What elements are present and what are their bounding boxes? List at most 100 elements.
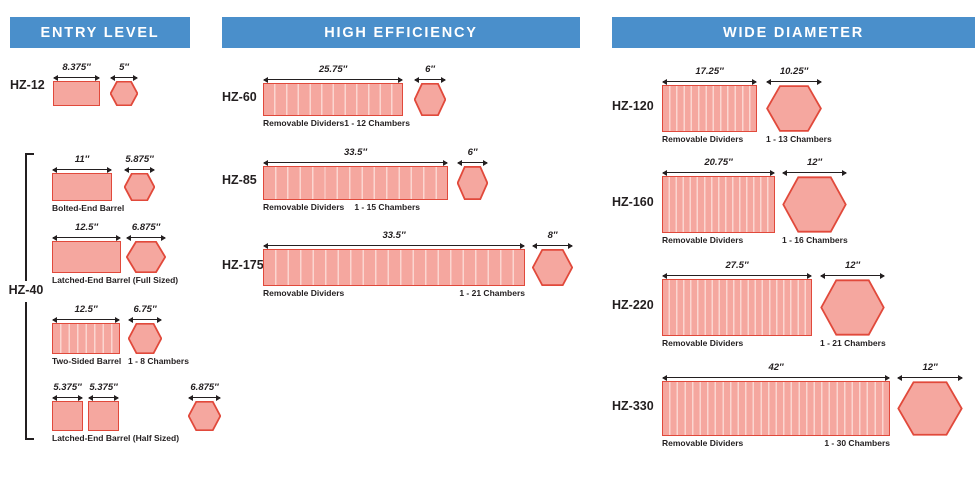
half-barrel-figure: 5.375″: [52, 383, 83, 431]
row-hz-175: HZ-175 33.5″ Removable Dividers 1 - 21 C…: [222, 231, 573, 298]
hexagon-lid-icon: [414, 83, 446, 116]
dimension-label: 12.5″: [74, 222, 99, 233]
row-hz-60: HZ-60 25.75″ Removable Dividers 1 - 12 C…: [222, 65, 446, 128]
barrel-rectangle-with-dividers: [263, 166, 448, 200]
hexagon-lid-icon: [532, 249, 573, 286]
section-wide-diameter: WIDE DIAMETER HZ-120 17.25″ Removable Di…: [612, 17, 978, 448]
row-hz-12: HZ-12 8.375″ 5″: [10, 63, 138, 106]
hexagon-lid-icon: [457, 166, 488, 200]
row-hz-40-latched-full: 12.5″ Latched-End Barrel (Full Sized) 6.…: [52, 222, 178, 285]
barrel-figure: 27.5″ Removable Dividers: [662, 261, 812, 348]
dividers-caption: Removable Dividers: [662, 438, 744, 448]
dimension-arrow: [124, 166, 155, 173]
dimension: 10.25″: [766, 67, 822, 85]
barrel-rectangle-with-dividers: [263, 249, 525, 286]
dimension: 5″: [110, 63, 138, 81]
dimension-arrow: [766, 78, 822, 85]
dimension-arrow: [52, 166, 112, 173]
dimension-label: 27.5″: [725, 260, 749, 271]
chambers-caption: 1 - 21 Chambers: [459, 288, 525, 298]
hex-figure: 5.875″: [124, 155, 155, 201]
dimension-arrow: [263, 76, 403, 83]
section-high-efficiency: HIGH EFFICIENCY HZ-60 25.75″ Removable D…: [222, 17, 580, 298]
hex-figure: 6.875″: [188, 383, 222, 431]
barrel-figure: 25.75″ Removable Dividers 1 - 12 Chamber…: [263, 65, 410, 128]
dimension-arrow: [88, 394, 119, 401]
barrel-rectangle-with-dividers: [662, 85, 757, 132]
barrel-figure: 5.375″ 5.375″ Latched-End Barrel (Half S…: [52, 383, 179, 443]
row-hz-40-latched-half: 5.375″ 5.375″ Latched-End Barrel (Half S…: [52, 383, 222, 443]
dimension-label: 10.25″: [779, 66, 809, 77]
chambers-caption: 1 - 16 Chambers: [782, 235, 848, 245]
barrel-rectangle: [52, 173, 112, 201]
barrel-figure: 12.5″ Latched-End Barrel (Full Sized): [52, 222, 178, 285]
dimension-label: 6″: [467, 147, 478, 158]
model-label-hz-85: HZ-85: [222, 173, 257, 187]
dimension-arrow: [52, 316, 120, 323]
hz40-bracket-line-bottom: [25, 302, 27, 440]
section-header-entry-level: ENTRY LEVEL: [10, 17, 190, 48]
hex-figure: 5″: [110, 63, 138, 106]
dimension-label: 6.75″: [133, 304, 157, 315]
hz40-bracket-tick-top: [25, 153, 34, 155]
dimension-label: 42″: [768, 362, 784, 373]
half-barrel-figure: 5.375″: [88, 383, 119, 431]
hex-figure: 8″: [532, 231, 573, 286]
barrel-figure: 33.5″ Removable Dividers 1 - 15 Chambers: [263, 148, 448, 212]
model-label-hz-12: HZ-12: [10, 77, 45, 92]
model-label-hz-175: HZ-175: [222, 257, 264, 272]
chambers-caption: 1 - 30 Chambers: [824, 438, 890, 448]
dimension-arrow: [782, 169, 847, 176]
dimension-label: 33.5″: [343, 147, 368, 158]
dimension-label: 17.25″: [695, 66, 724, 77]
dimension-label: 6.875″: [131, 222, 161, 233]
dimension-label: 5.875″: [125, 154, 154, 165]
dimension: 27.5″: [662, 261, 812, 279]
dimension-arrow: [110, 74, 138, 81]
dimension-arrow: [532, 242, 573, 249]
barrel-rectangle-with-dividers: [662, 279, 812, 336]
barrel-figure: 12.5″ Two-Sided Barrel: [52, 305, 121, 366]
dimension-label: 20.75″: [704, 157, 733, 168]
barrel-figure: 11″ Bolted-End Barrel: [52, 155, 124, 213]
hexagon-lid-icon: [897, 381, 963, 436]
dimension: 6.875″: [126, 223, 166, 241]
dimension: 33.5″: [263, 148, 448, 166]
barrel-rectangle: [52, 241, 121, 273]
dimension-arrow: [52, 394, 83, 401]
dimension: 25.75″: [263, 65, 403, 83]
dimension-arrow: [662, 169, 775, 176]
dividers-caption: Removable Dividers: [662, 134, 744, 144]
hex-figure: 6″: [457, 148, 488, 200]
dimension-arrow: [897, 374, 963, 381]
row-hz-40-two-sided: 12.5″ Two-Sided Barrel 6.75″ 1 - 8 Chamb…: [52, 304, 189, 366]
dividers-caption: Removable Dividers: [263, 202, 345, 212]
dimension-arrow: [662, 78, 757, 85]
dimension-label: 8″: [547, 230, 558, 241]
chambers-caption: 1 - 15 Chambers: [354, 202, 420, 212]
dimension-arrow: [188, 394, 222, 401]
dimension: 8″: [532, 231, 573, 249]
hz40-bracket-line-top: [25, 153, 27, 281]
hexagon-lid-icon: [124, 173, 155, 201]
row-hz-160: HZ-160 20.75″ Removable Dividers 12″ 1 -…: [612, 157, 848, 245]
dimension-label: 5.375″: [53, 382, 82, 393]
barrel-caption: Latched-End Barrel (Half Sized): [52, 433, 180, 443]
row-hz-120: HZ-120 17.25″ Removable Dividers 10.25″ …: [612, 66, 832, 144]
hexagon-lid-icon: [110, 81, 138, 106]
hexagon-lid-icon: [188, 401, 221, 431]
dimension: 33.5″: [263, 231, 525, 249]
barrel-caption: Bolted-End Barrel: [52, 203, 125, 213]
model-label-hz-40: HZ-40: [8, 283, 44, 297]
dimension: 42″: [662, 363, 890, 381]
dividers-caption: Removable Dividers: [662, 338, 744, 348]
row-hz-40-bolted: 11″ Bolted-End Barrel 5.875″: [52, 155, 155, 213]
dimension-arrow: [662, 272, 812, 279]
model-label-hz-60: HZ-60: [222, 89, 257, 104]
dimension-label: 8.375″: [62, 62, 91, 73]
chambers-caption: 1 - 12 Chambers: [344, 118, 410, 128]
barrel-figure: 33.5″ Removable Dividers 1 - 21 Chambers: [263, 231, 525, 298]
dimension-label: 12″: [844, 260, 861, 271]
dimension-label: 6″: [425, 64, 435, 75]
